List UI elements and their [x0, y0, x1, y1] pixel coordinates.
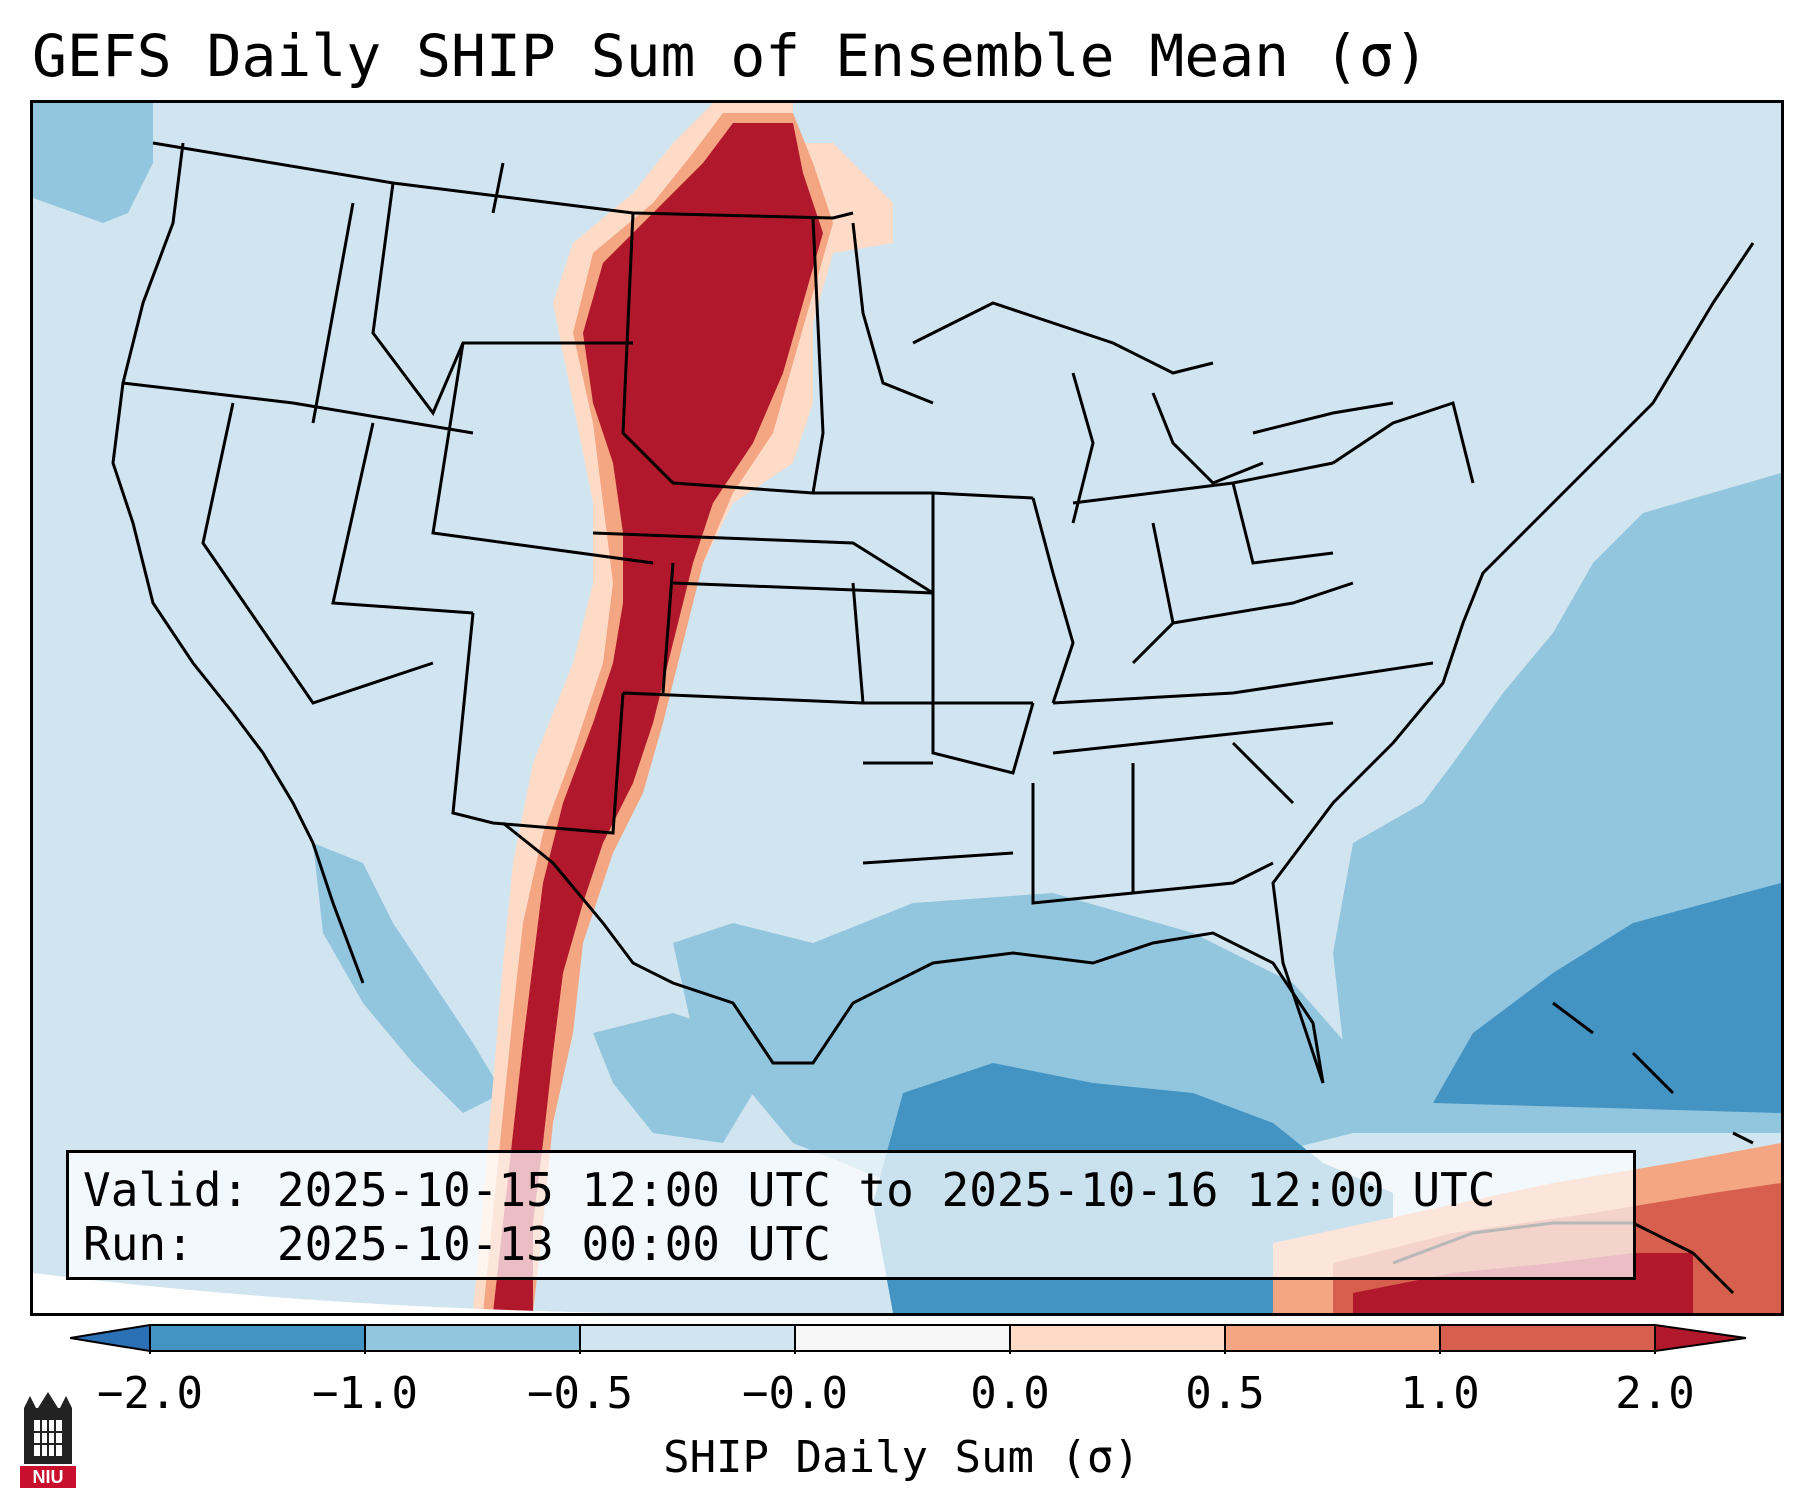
run-label: Run: — [83, 1217, 194, 1271]
anomaly-map — [33, 103, 1781, 1313]
anomaly-region — [593, 1013, 753, 1143]
run-value: 2025-10-13 00:00 UTC — [276, 1217, 831, 1271]
colorbar-tick-label: −0.0 — [742, 1368, 848, 1419]
colorbar-tick-label: −2.0 — [97, 1368, 203, 1419]
colorbar-segment — [1010, 1325, 1225, 1351]
map-panel — [30, 100, 1784, 1316]
anomaly-region — [33, 103, 153, 223]
boundary-lines — [111, 141, 1755, 1295]
colorbar — [70, 1324, 1747, 1354]
colorbar-label: SHIP Daily Sum (σ) — [663, 1432, 1140, 1483]
anomaly-region — [313, 843, 503, 1113]
colorbar-segment — [795, 1325, 1010, 1351]
colorbar-tick-label: 2.0 — [1615, 1368, 1695, 1419]
colorbar-tick-label: 0.5 — [1185, 1368, 1265, 1419]
colorbar-segment — [365, 1325, 580, 1351]
colorbar-extend-low — [70, 1325, 150, 1351]
colorbar-tick-label: 0.0 — [970, 1368, 1050, 1419]
colorbar-segment — [580, 1325, 795, 1351]
anomaly-region — [493, 123, 823, 1313]
colorbar-segment — [1225, 1325, 1440, 1351]
colorbar-segment — [1440, 1325, 1655, 1351]
map-edge — [33, 1273, 933, 1313]
run-line: Run: 2025-10-13 00:00 UTC — [83, 1217, 1619, 1271]
valid-value: 2025-10-15 12:00 UTC to 2025-10-16 12:00… — [276, 1163, 1496, 1217]
valid-label: Valid: — [83, 1163, 250, 1217]
map-title: GEFS Daily SHIP Sum of Ensemble Mean (σ) — [32, 22, 1429, 90]
anomaly-region — [1433, 883, 1781, 1113]
colorbar-extend-high — [1655, 1325, 1746, 1351]
logo-text: NIU — [33, 1467, 64, 1487]
valid-line: Valid: 2025-10-15 12:00 UTC to 2025-10-1… — [83, 1163, 1619, 1217]
anomaly-region — [473, 103, 893, 1313]
colorbar-tick-label: 1.0 — [1400, 1368, 1480, 1419]
colorbar-tick-label: −1.0 — [312, 1368, 418, 1419]
validity-info-box: Valid: 2025-10-15 12:00 UTC to 2025-10-1… — [66, 1150, 1636, 1280]
niu-logo: NIU — [20, 1392, 76, 1488]
colorbar-segment — [150, 1325, 365, 1351]
colorbar-tick-label: −0.5 — [527, 1368, 633, 1419]
